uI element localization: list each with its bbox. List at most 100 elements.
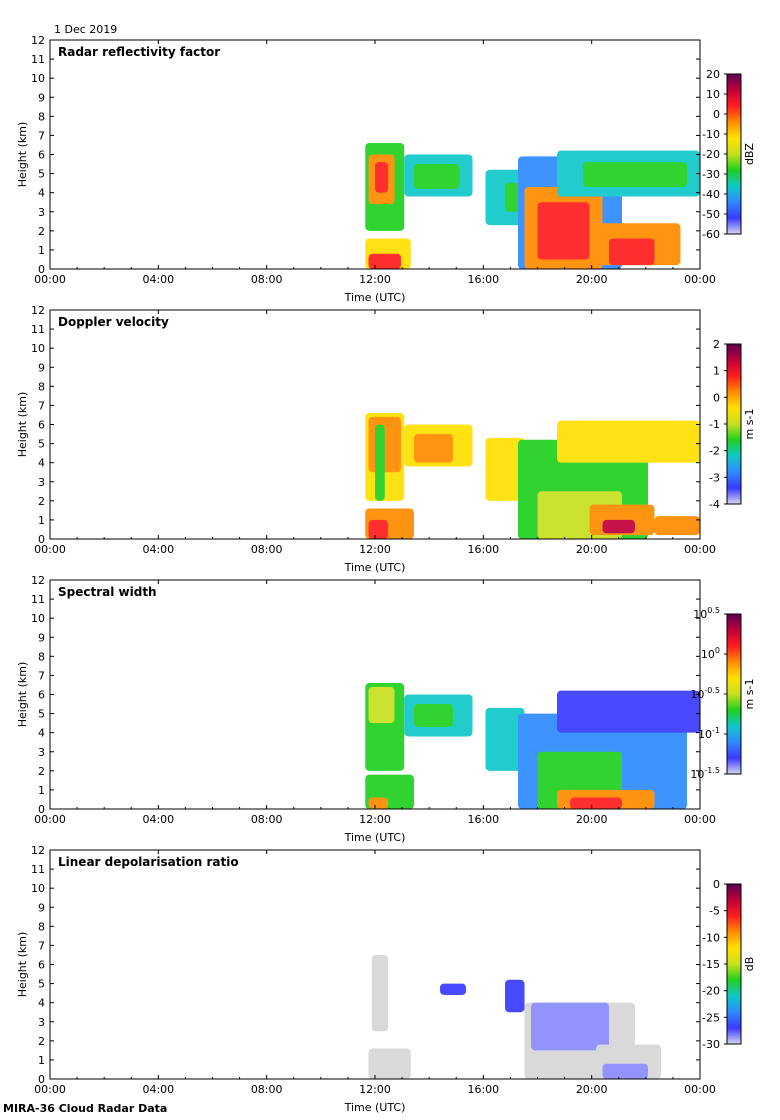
colorbar-tick-label: -30 [702, 168, 720, 181]
x-tick-label: 08:00 [251, 813, 283, 826]
x-tick-label: 04:00 [142, 543, 174, 556]
x-tick-label: 20:00 [576, 273, 608, 286]
colorbar-tick-label: -3 [709, 471, 720, 484]
x-tick-label: 00:00 [34, 273, 66, 286]
echo-field [365, 683, 700, 809]
echo-region [375, 162, 388, 193]
colorbar-label: m s-1 [743, 679, 756, 710]
y-tick-label: 7 [38, 669, 45, 682]
echo-region [485, 707, 525, 771]
y-tick-label: 4 [38, 457, 45, 470]
y-tick-label: 9 [38, 361, 45, 374]
colorbar-tick-label: -20 [702, 148, 720, 161]
y-tick-label: 1 [38, 784, 45, 797]
echo-region [557, 420, 700, 463]
panel-title: Spectral width [58, 585, 157, 599]
echo-region [414, 164, 460, 189]
panel-title: Linear depolarisation ratio [58, 855, 239, 869]
colorbar [726, 343, 742, 505]
y-tick-label: 3 [38, 206, 45, 219]
colorbar-tick-label: -50 [702, 208, 720, 221]
y-tick-label: 10 [31, 342, 45, 355]
x-tick-label: 04:00 [142, 1083, 174, 1096]
colorbar-tick-label: 100 [701, 646, 720, 661]
echo-region [537, 202, 590, 260]
y-tick-label: 8 [38, 650, 45, 663]
colorbar-tick-label: -30 [702, 1038, 720, 1051]
y-tick-label: 7 [38, 399, 45, 412]
y-tick-label: 3 [38, 476, 45, 489]
y-tick-label: 11 [31, 323, 45, 336]
echo-region [505, 979, 525, 1013]
echo-field [368, 954, 661, 1079]
x-tick-label: 00:00 [684, 273, 716, 286]
y-tick-label: 12 [31, 304, 45, 317]
y-tick-label: 4 [38, 997, 45, 1010]
y-tick-label: 7 [38, 939, 45, 952]
x-tick-label: 12:00 [359, 543, 391, 556]
echo-region [570, 797, 622, 809]
y-tick-label: 9 [38, 631, 45, 644]
y-tick-label: 6 [38, 419, 45, 432]
echo-region [368, 1048, 411, 1079]
y-tick-label: 10 [31, 612, 45, 625]
y-tick-label: 11 [31, 593, 45, 606]
echo-region [375, 424, 385, 501]
y-tick-label: 5 [38, 708, 45, 721]
x-tick-label: 00:00 [34, 813, 66, 826]
y-tick-label: 12 [31, 574, 45, 587]
y-tick-label: 2 [38, 495, 45, 508]
echo-region [654, 516, 700, 536]
y-axis-label: Height (km) [16, 392, 29, 458]
x-tick-label: 08:00 [251, 543, 283, 556]
echo-region [368, 797, 388, 809]
colorbar-tick-label: -25 [702, 1011, 720, 1024]
echo-region [368, 519, 388, 539]
colorbar-label: dB [743, 957, 756, 972]
y-tick-label: 4 [38, 727, 45, 740]
y-tick-label: 4 [38, 187, 45, 200]
y-tick-label: 10 [31, 882, 45, 895]
echo-region [485, 437, 525, 501]
y-tick-label: 2 [38, 1035, 45, 1048]
x-axis-label: Time (UTC) [344, 1101, 406, 1114]
x-tick-label: 08:00 [251, 273, 283, 286]
colorbar-tick-label: 10-1 [698, 726, 720, 741]
colorbar [726, 613, 742, 775]
x-tick-label: 12:00 [359, 813, 391, 826]
echo-field [365, 413, 700, 539]
x-tick-label: 00:00 [684, 543, 716, 556]
x-tick-label: 04:00 [142, 273, 174, 286]
echo-region [440, 983, 466, 996]
colorbar-tick-label: 2 [713, 338, 720, 351]
colorbar-tick-label: 0 [713, 108, 720, 121]
colorbar-tick-label: -5 [709, 905, 720, 918]
y-tick-label: 8 [38, 380, 45, 393]
x-axis-label: Time (UTC) [344, 291, 406, 304]
echo-region [414, 434, 453, 463]
y-axis-label: Height (km) [16, 932, 29, 998]
y-tick-label: 0 [38, 803, 45, 816]
y-tick-label: 2 [38, 765, 45, 778]
y-tick-label: 6 [38, 149, 45, 162]
echo-region [557, 690, 700, 733]
y-tick-label: 6 [38, 959, 45, 972]
y-tick-label: 3 [38, 746, 45, 759]
y-tick-label: 11 [31, 53, 45, 66]
y-tick-label: 1 [38, 1054, 45, 1067]
echo-region [414, 704, 453, 727]
x-tick-label: 12:00 [359, 1083, 391, 1096]
colorbar-tick-label: -15 [702, 958, 720, 971]
colorbar-tick-label: 10 [706, 88, 720, 101]
colorbar-label: m s-1 [743, 409, 756, 440]
y-tick-label: 10 [31, 72, 45, 85]
panel-title: Doppler velocity [58, 315, 169, 329]
x-tick-label: 16:00 [467, 813, 499, 826]
colorbar-tick-label: -2 [709, 445, 720, 458]
colorbar-tick-label: -4 [709, 498, 720, 511]
